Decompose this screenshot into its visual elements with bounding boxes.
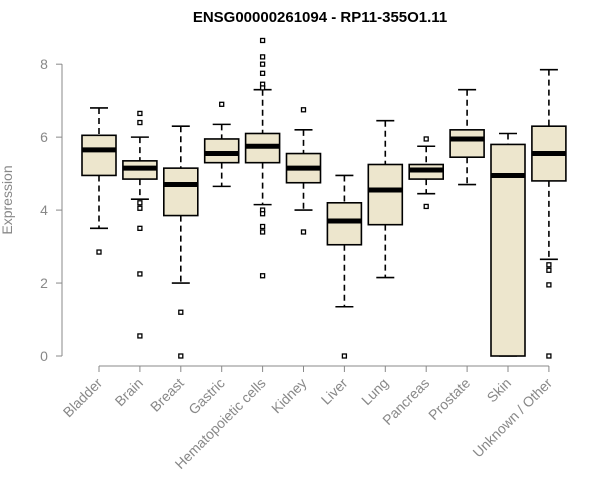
box-group — [163, 125, 199, 359]
x-tick-label: Kidney — [268, 375, 310, 417]
outlier-point — [137, 200, 143, 206]
x-tick-label: Brain — [112, 375, 146, 409]
outlier-point — [259, 229, 266, 235]
box-group — [490, 132, 526, 357]
x-tick-label: Breast — [147, 375, 187, 415]
outlier-point — [341, 353, 348, 359]
box-group — [122, 110, 158, 339]
outlier-point — [259, 54, 266, 60]
outlier-point — [259, 70, 266, 76]
outlier-point — [137, 225, 143, 231]
x-tick-label: Skin — [484, 375, 515, 406]
box-group — [203, 101, 240, 188]
outlier-point — [259, 223, 266, 230]
outlier-point — [137, 119, 143, 126]
y-tick-label: 0 — [40, 348, 48, 364]
outlier-point — [259, 61, 266, 67]
box-group — [408, 136, 445, 210]
box-group — [285, 107, 322, 235]
chart-title: ENSG00000261094 - RP11-355O1.11 — [193, 9, 447, 26]
boxes-group — [81, 37, 567, 359]
box-group — [326, 174, 363, 359]
box-iqr — [203, 138, 240, 164]
outlier-point — [259, 273, 266, 279]
outlier-point — [137, 271, 143, 277]
y-tick-label: 8 — [40, 56, 48, 72]
outlier-point — [96, 249, 102, 255]
outlier-point — [137, 110, 143, 117]
box-group — [449, 88, 485, 186]
y-tick-label: 4 — [40, 202, 48, 218]
outlier-point — [178, 353, 184, 359]
box-group — [81, 107, 117, 255]
outlier-point — [546, 267, 552, 273]
x-tick-label: Bladder — [60, 375, 106, 421]
y-axis-ticks: 0 2 4 6 8 — [40, 56, 62, 364]
box-group — [531, 68, 567, 359]
x-tick-label: Prostate — [425, 375, 473, 423]
y-axis-label: Expression — [0, 165, 15, 234]
box-iqr — [163, 167, 199, 217]
box-iqr — [326, 201, 363, 246]
outlier-point — [423, 203, 429, 210]
box-iqr — [490, 143, 526, 357]
outlier-point — [137, 333, 143, 339]
outlier-point — [259, 37, 266, 44]
box-group — [367, 119, 404, 279]
outlier-point — [259, 85, 266, 91]
outlier-point — [137, 205, 143, 211]
box-iqr — [449, 129, 485, 158]
outlier-point — [300, 107, 307, 113]
y-tick-label: 6 — [40, 129, 48, 145]
outlier-point — [546, 262, 552, 268]
box-iqr — [367, 163, 404, 226]
x-tick-label: Lung — [358, 375, 391, 408]
outlier-point — [219, 101, 225, 107]
outlier-point — [300, 229, 307, 235]
outlier-point — [546, 353, 552, 359]
outlier-point — [178, 309, 184, 315]
box-iqr — [81, 134, 117, 177]
outlier-point — [546, 282, 552, 288]
outlier-point — [423, 136, 429, 142]
x-tick-label: Liver — [318, 375, 351, 408]
box-group — [244, 37, 281, 279]
y-tick-label: 2 — [40, 275, 48, 291]
outlier-point — [259, 211, 266, 217]
